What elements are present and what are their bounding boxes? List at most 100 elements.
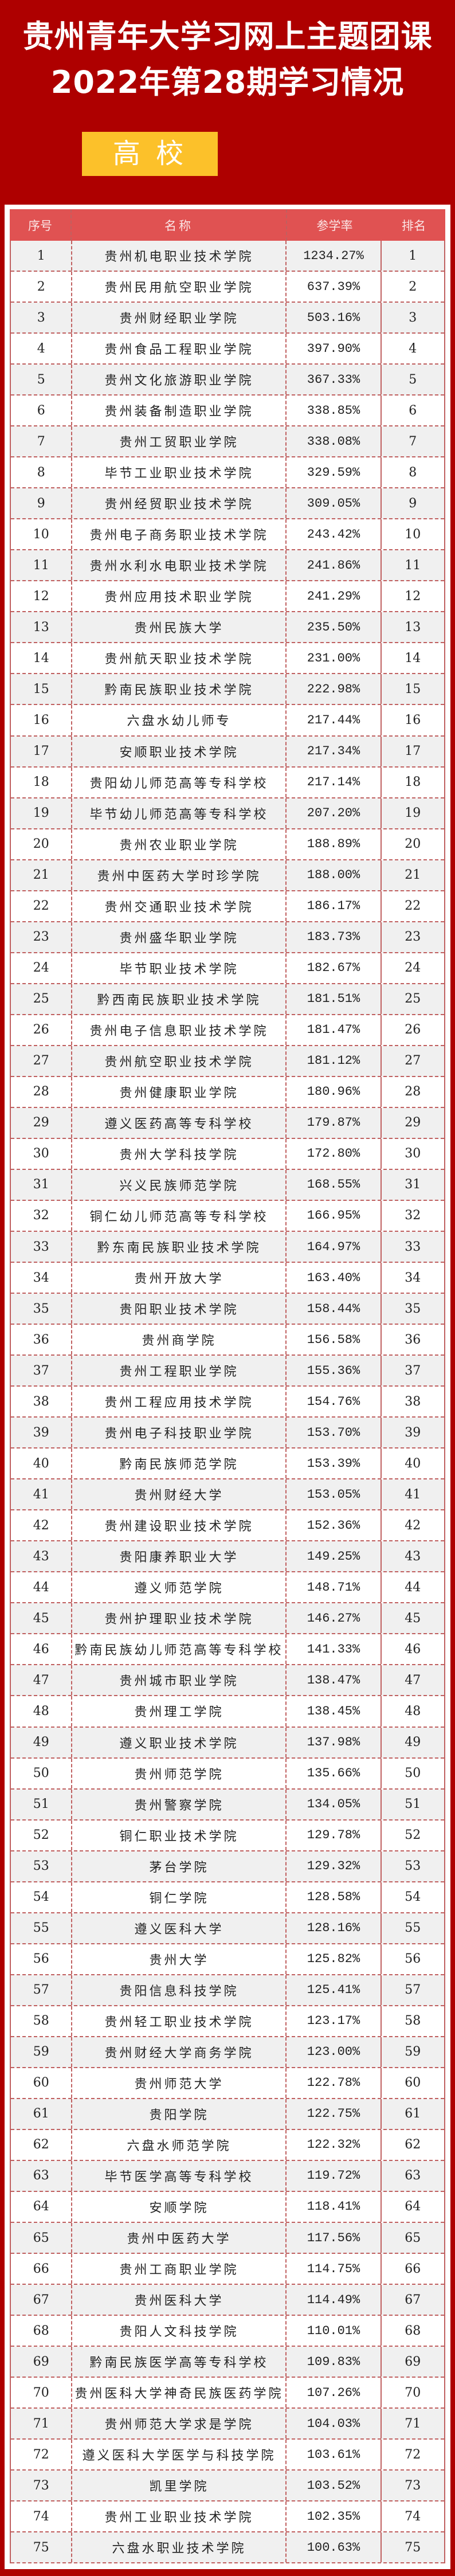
row-rank: 67 [405,2292,421,2307]
row-name: 贵州医科大学 [72,2285,287,2315]
table-row: 39 贵州电子科技职业学院 153.70% 39 [11,1418,444,1449]
row-rank: 13 [405,620,421,635]
row-name: 贵州工业职业技术学院 [72,2501,287,2532]
row-index: 48 [11,1696,73,1727]
row-name: 贵州建设职业技术学院 [72,1510,287,1541]
row-rate: 156.58% [287,1325,382,1355]
row-rate: 146.27% [287,1603,382,1634]
row-rank: 72 [405,2447,421,2462]
row-rate: 103.52% [287,2471,382,2501]
row-rank: 70 [405,2385,421,2400]
row-rate: 128.58% [287,1882,382,1912]
row-index: 3 [11,303,73,333]
table-body: 1 贵州机电职业技术学院 1234.27% 1 2 贵州民用航空职业学院 637.39% 2 3… [10,241,445,2564]
row-name: 贵州健康职业学院 [72,1076,287,1107]
table-row: 55 遵义医科大学 128.16% 55 [11,1913,444,1944]
row-name: 贵州财经大学 [72,1479,287,1510]
table-row: 68 贵阳人文科技学院 110.01% 68 [11,2316,444,2347]
row-rank: 46 [405,1642,421,1657]
row-index: 45 [11,1603,73,1634]
table-row: 30 贵州大学科技学院 172.80% 30 [11,1138,444,1170]
table-row: 43 贵阳康养职业大学 149.25% 43 [11,1541,444,1573]
table-row: 51 贵州警察学院 134.05% 51 [11,1789,444,1821]
row-rank: 11 [405,558,421,573]
row-name: 遵义师范学院 [72,1572,287,1603]
row-index: 49 [11,1727,73,1757]
row-rate: 155.36% [287,1356,382,1386]
row-rate: 637.39% [287,272,382,302]
row-rank: 59 [405,2045,421,2060]
row-rank: 20 [405,837,421,852]
row-rate: 207.20% [287,798,382,828]
table-row: 62 六盘水师范学院 122.32% 62 [11,2129,444,2161]
table-row: 9 贵州经贸职业技术学院 309.05% 9 [11,488,444,520]
row-rank: 51 [405,1797,421,1812]
table-row: 26 贵州电子信息职业技术学院 181.47% 26 [11,1015,444,1046]
row-index: 40 [11,1448,73,1479]
row-rate: 241.86% [287,550,382,581]
category-badge: 高 校 [82,132,218,176]
table-row: 69 黔南民族医学高等专科学校 109.83% 69 [11,2347,444,2378]
row-index: 68 [11,2316,73,2346]
table-row: 64 安顺学院 118.41% 64 [11,2191,444,2223]
row-rate: 148.71% [287,1572,382,1603]
page-title: 贵州青年大学习网上主题团课 [22,18,433,54]
row-rate: 134.05% [287,1789,382,1819]
table-row: 6 贵州装备制造职业学院 338.85% 6 [11,396,444,427]
row-index: 54 [11,1882,73,1912]
table-row: 70 贵州医科大学神奇民族医药学院 107.26% 70 [11,2378,444,2409]
table-row: 57 贵阳信息科技学院 125.41% 57 [11,1975,444,2006]
row-rate: 329.59% [287,457,382,488]
row-rate: 180.96% [287,1076,382,1107]
row-name: 毕节医学高等专科学校 [72,2160,287,2191]
row-rank: 50 [405,1766,421,1781]
row-rate: 152.36% [287,1510,382,1541]
row-index: 4 [11,334,73,364]
row-rate: 181.12% [287,1046,382,1076]
row-rate: 163.40% [287,1263,382,1293]
row-index: 11 [11,550,73,581]
row-rate: 243.42% [287,519,382,550]
row-name: 六盘水幼儿师专 [72,705,287,735]
row-rate: 309.05% [287,488,382,519]
row-name: 铜仁幼儿师范高等专科学校 [72,1200,287,1231]
row-index: 23 [11,922,73,952]
row-rank: 74 [405,2509,421,2524]
row-rank: 62 [405,2137,421,2152]
row-index: 42 [11,1510,73,1541]
row-rank: 38 [405,1394,421,1409]
row-index: 43 [11,1541,73,1572]
row-name: 安顺职业技术学院 [72,736,287,766]
row-rate: 114.75% [287,2254,382,2284]
row-name: 贵州工程职业学院 [72,1356,287,1386]
row-rank: 3 [409,310,417,325]
row-rank: 22 [405,899,421,914]
table-row: 19 毕节幼儿师范高等专科学校 207.20% 19 [11,798,444,829]
table-row: 13 贵州民族大学 235.50% 13 [11,612,444,644]
table-row: 16 六盘水幼儿师专 217.44% 16 [11,705,444,737]
row-index: 7 [11,426,73,457]
row-name: 贵州师范学院 [72,1758,287,1788]
row-rate: 103.61% [287,2440,382,2470]
row-rate: 188.00% [287,860,382,890]
row-rank: 2 [409,279,417,294]
row-rate: 110.01% [287,2316,382,2346]
row-name: 铜仁学院 [72,1882,287,1912]
row-rate: 123.17% [287,2006,382,2036]
row-rank: 41 [405,1487,421,1502]
row-name: 贵州航空职业技术学院 [72,1046,287,1076]
row-rate: 1234.27% [287,241,382,271]
row-rank: 1 [409,248,417,263]
table-row: 7 贵州工贸职业学院 338.08% 7 [11,426,444,458]
row-rate: 503.16% [287,303,382,333]
row-index: 60 [11,2068,73,2098]
row-rank: 65 [405,2230,421,2245]
row-index: 18 [11,767,73,797]
row-name: 贵州经贸职业技术学院 [72,488,287,519]
row-rate: 158.44% [287,1294,382,1324]
row-rank: 45 [405,1611,421,1626]
row-rate: 338.85% [287,396,382,426]
row-rate: 397.90% [287,334,382,364]
table-header-row: 序号 名称 参学率 排名 [10,209,445,241]
row-index: 37 [11,1356,73,1386]
